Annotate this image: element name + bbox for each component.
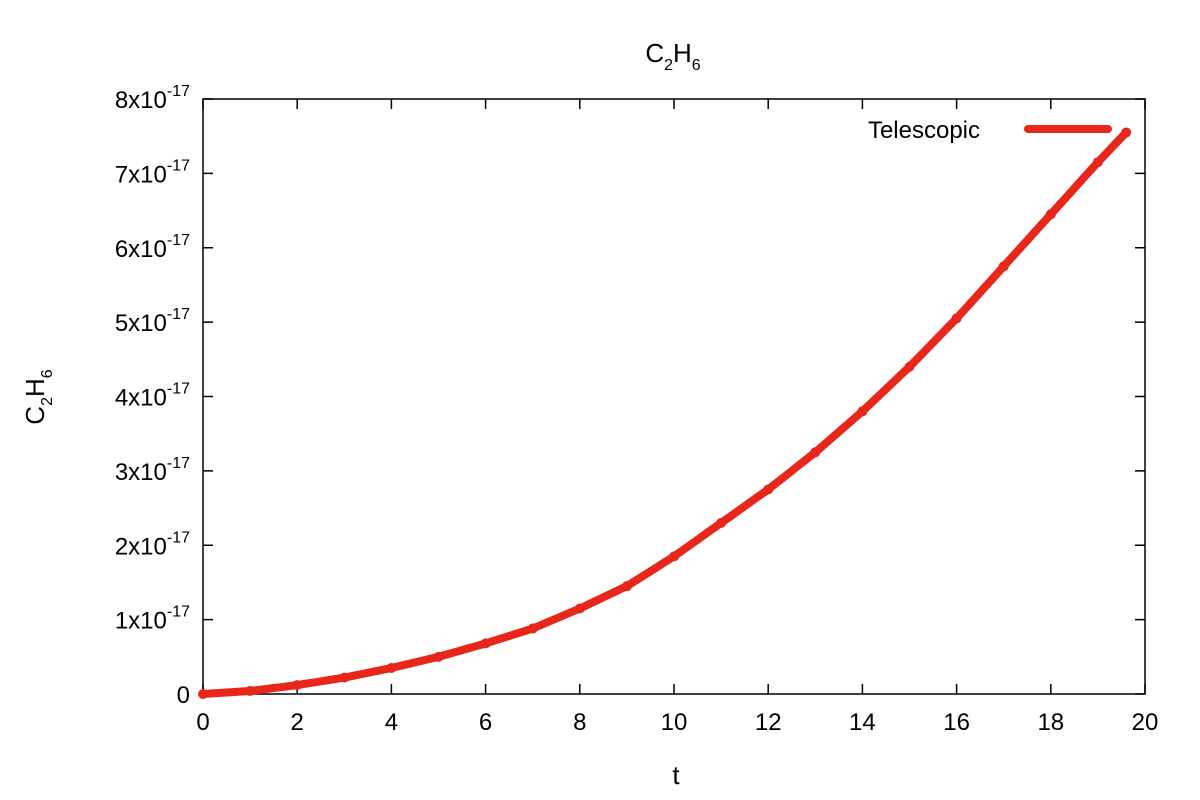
- x-tick-label: 12: [755, 709, 782, 736]
- series-point: [245, 686, 256, 697]
- series-point: [386, 662, 397, 673]
- y-tick-label: 8x10-17: [115, 83, 190, 114]
- x-tick-label: 14: [849, 709, 876, 736]
- series-point: [339, 672, 350, 683]
- series-point: [527, 623, 538, 634]
- x-tick-label: 2: [291, 709, 304, 736]
- y-tick-label: 2x10-17: [115, 529, 190, 560]
- series-point: [1045, 209, 1056, 220]
- x-tick-label: 20: [1132, 709, 1159, 736]
- series-point: [621, 581, 632, 592]
- chart-title: C2H6: [645, 38, 700, 74]
- series-layer: [198, 127, 1132, 699]
- y-tick-label: 1x10-17: [115, 604, 190, 635]
- x-tick-label: 6: [479, 709, 492, 736]
- x-axis-title: t: [672, 760, 680, 790]
- series-line-0: [199, 128, 1131, 698]
- series-point: [433, 651, 444, 662]
- legend: Telescopic: [868, 117, 1112, 144]
- series-point: [763, 484, 774, 495]
- plot-frame: [202, 98, 1146, 695]
- series-point: [480, 638, 491, 649]
- x-tick-label: 0: [196, 709, 209, 736]
- y-tick-label: 6x10-17: [115, 232, 190, 263]
- y-axis-title: C2H6: [20, 369, 56, 424]
- series-point: [669, 551, 679, 562]
- series-point: [716, 517, 727, 528]
- x-axis-ticks: 0 2 4 6 8 10 12 14 16 18 20: [196, 99, 1158, 736]
- series-point: [904, 361, 915, 372]
- y-tick-label: 7x10-17: [115, 157, 190, 188]
- y-tick-label: 4x10-17: [115, 381, 190, 412]
- series-point: [1121, 127, 1132, 138]
- x-tick-label: 8: [573, 709, 586, 736]
- series-point: [998, 261, 1009, 272]
- x-tick-label: 18: [1037, 709, 1064, 736]
- y-tick-label: 5x10-17: [115, 306, 190, 337]
- x-tick-label: 16: [943, 709, 970, 736]
- y-tick-label: 3x10-17: [115, 455, 190, 486]
- series-point: [857, 406, 868, 417]
- series-point: [951, 313, 962, 324]
- series-point: [810, 447, 821, 458]
- series-point: [1092, 157, 1103, 168]
- series-point: [574, 603, 585, 614]
- y-tick-label: 0: [177, 682, 190, 709]
- series-point: [292, 680, 303, 691]
- legend-label: Telescopic: [868, 117, 980, 144]
- x-tick-label: 10: [661, 709, 688, 736]
- y-axis-ticks: 0 1x10-17 2x10-17 3x10-17 4x10-17 5x10-17 6x10…: [115, 83, 1145, 709]
- series-point: [198, 689, 208, 699]
- x-tick-label: 4: [385, 709, 398, 736]
